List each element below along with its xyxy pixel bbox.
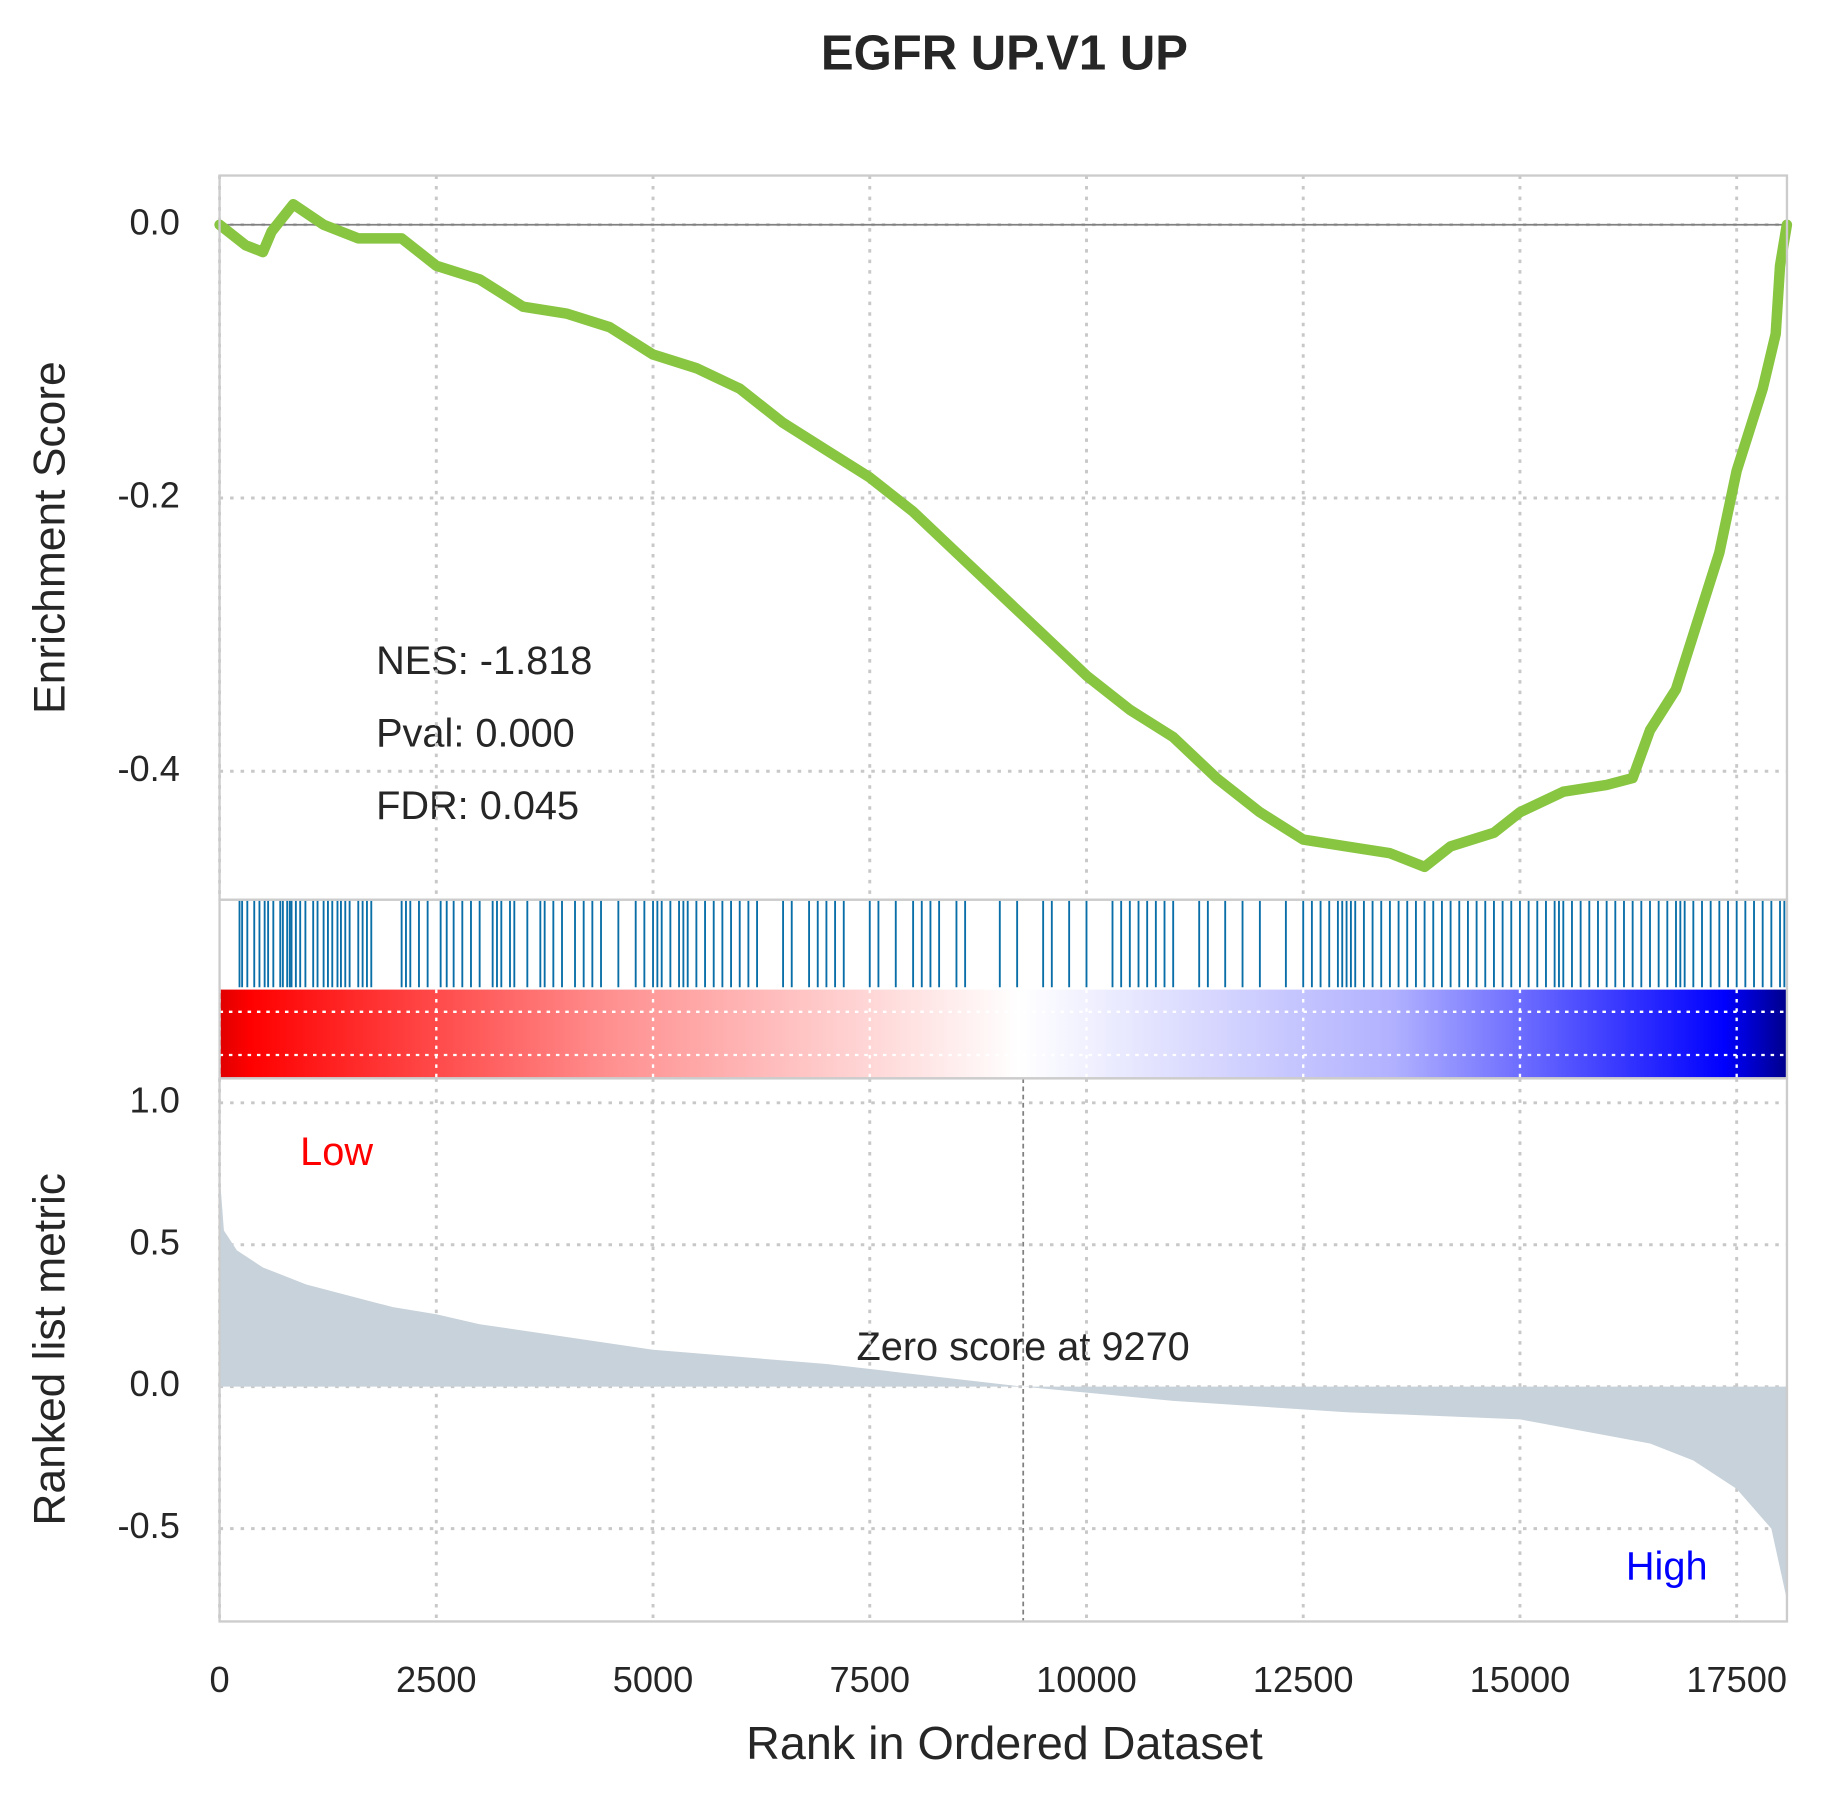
x-axis-label: Rank in Ordered Dataset [746, 1717, 1263, 1769]
y-tick-label: -0.5 [118, 1505, 180, 1546]
panel-border [218, 1077, 1789, 1623]
enrichment-line [214, 198, 1793, 873]
y-tick-label: -0.4 [118, 748, 180, 789]
x-tick-label: 0 [210, 1659, 230, 1700]
x-tick-label: 5000 [613, 1659, 694, 1700]
y-tick-label: 1.0 [130, 1079, 180, 1120]
y-tick-label: 0.0 [130, 1363, 180, 1404]
y-axis-label: Enrichment Score [25, 361, 74, 714]
x-tick-label: 2500 [396, 1659, 477, 1700]
x-tick-label: 15000 [1470, 1659, 1571, 1700]
x-tick-label: 7500 [830, 1659, 911, 1700]
x-tick-label: 17500 [1686, 1659, 1787, 1700]
metric-area [219, 1173, 1787, 1600]
y-tick-label: 0.0 [130, 201, 180, 242]
x-tick-label: 10000 [1036, 1659, 1137, 1700]
y-tick-label: 0.5 [130, 1221, 180, 1262]
annotation: NES: -1.818 [376, 639, 592, 683]
zero-score-label: Zero score at 9270 [856, 1325, 1189, 1369]
annotation: Pval: 0.000 [376, 712, 575, 756]
color-bar [219, 989, 1787, 1079]
high-label: High [1626, 1544, 1708, 1588]
annotation: FDR: 0.045 [376, 784, 579, 828]
y-axis-label: Ranked list metric [25, 1173, 74, 1526]
chart-title: EGFR UP.V1 UP [821, 26, 1188, 80]
x-tick-label: 12500 [1253, 1659, 1354, 1700]
low-label: Low [300, 1130, 373, 1174]
y-tick-label: -0.2 [118, 475, 180, 516]
